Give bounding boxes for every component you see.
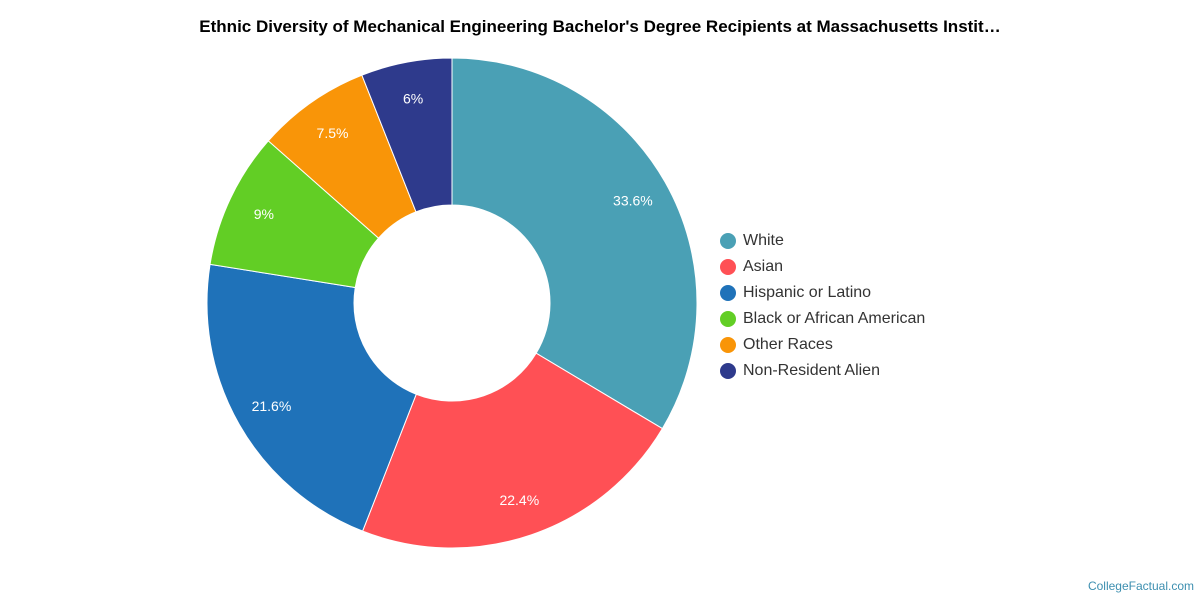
legend-item-white[interactable]: White [720, 228, 925, 254]
source-credit[interactable]: CollegeFactual.com [1087, 579, 1194, 593]
legend-item-hispanic-or-latino[interactable]: Hispanic or Latino [720, 280, 925, 306]
slice-label-asian: 22.4% [499, 492, 539, 508]
slice-label-white: 33.6% [613, 192, 653, 208]
legend-label: Black or African American [743, 310, 926, 327]
slice-hispanic-or-latino[interactable] [206, 263, 417, 532]
legend-marker [720, 311, 736, 327]
chart-legend: White Asian Hispanic or Latino Black or Afr… [720, 228, 925, 384]
slice-label-other-races: 7.5% [317, 125, 349, 141]
legend-item-other-races[interactable]: Other Races [720, 332, 925, 358]
legend-label: Other Races [743, 336, 833, 353]
legend-marker [720, 337, 736, 353]
legend-marker [720, 259, 736, 275]
donut-slice-labels: 33.6% 22.4% 21.6% 9% 7.5% 6% [252, 91, 653, 508]
slice-white[interactable] [451, 57, 698, 430]
legend-label: Asian [743, 258, 784, 275]
legend-marker [720, 363, 736, 379]
legend-label: White [743, 232, 784, 249]
legend-marker [720, 285, 736, 301]
slice-label-black-or-african-american: 9% [254, 206, 274, 222]
slice-label-non-resident-alien: 6% [403, 91, 423, 107]
slice-non-resident-alien[interactable] [361, 57, 453, 213]
donut-slices [206, 57, 698, 549]
chart-title: Ethnic Diversity of Mechanical Engineeri… [199, 17, 1001, 36]
legend-label: Hispanic or Latino [743, 284, 872, 301]
slice-label-hispanic-or-latino: 21.6% [252, 398, 292, 414]
legend-item-asian[interactable]: Asian [720, 254, 925, 280]
slice-asian[interactable] [361, 352, 664, 549]
legend-item-non-resident-alien[interactable]: Non-Resident Alien [720, 358, 925, 384]
legend-marker [720, 233, 736, 249]
legend-item-black-or-african-american[interactable]: Black or African American [720, 306, 925, 332]
legend-label: Non-Resident Alien [743, 362, 880, 379]
